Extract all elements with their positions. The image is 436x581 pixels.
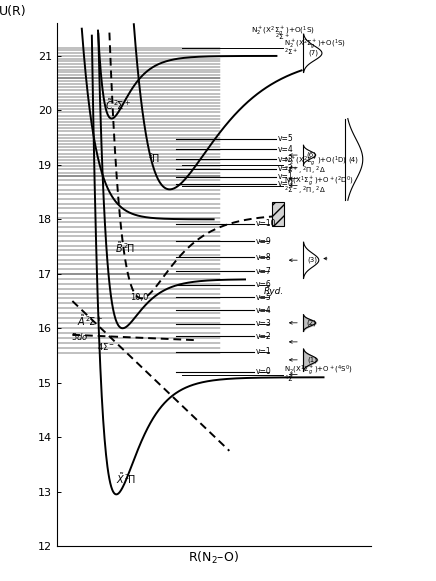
Text: v=1: v=1 xyxy=(278,173,293,181)
Text: v=5: v=5 xyxy=(256,293,272,302)
Text: v=8: v=8 xyxy=(256,253,272,262)
Text: $5d\sigma$: $5d\sigma$ xyxy=(71,331,89,342)
Text: $^2\!\Pi$: $^2\!\Pi$ xyxy=(148,152,159,165)
Text: $^2\Sigma^-$, $^2\Pi$, $^2\Delta$: $^2\Sigma^-$, $^2\Pi$, $^2\Delta$ xyxy=(284,185,326,197)
X-axis label: R(N$_2$–O): R(N$_2$–O) xyxy=(188,550,239,566)
Text: $^2\Sigma^+$: $^2\Sigma^+$ xyxy=(275,32,290,43)
Text: (7): (7) xyxy=(309,50,319,56)
Text: $\tilde{X}$$\,^2\!\Pi$: $\tilde{X}$$\,^2\!\Pi$ xyxy=(116,471,136,486)
Text: (4): (4) xyxy=(349,156,358,163)
Text: v=4: v=4 xyxy=(256,306,272,315)
Text: (6): (6) xyxy=(307,152,317,158)
Text: $4\Sigma^-$: $4\Sigma^-$ xyxy=(98,341,116,352)
Text: v=5: v=5 xyxy=(278,134,294,143)
Text: N$_2$(X$^1\Sigma_g^+$)+O$^+$($^4$S$^0$): N$_2$(X$^1\Sigma_g^+$)+O$^+$($^4$S$^0$) xyxy=(284,364,353,378)
Text: v=2: v=2 xyxy=(278,164,293,173)
Text: v=10: v=10 xyxy=(256,219,276,228)
Text: v=7: v=7 xyxy=(256,267,272,275)
Text: (2): (2) xyxy=(307,320,317,326)
Text: N$_2^+$(X$^2\Sigma_g^+$)+O($^1$S): N$_2^+$(X$^2\Sigma_g^+$)+O($^1$S) xyxy=(251,24,315,38)
Text: (1): (1) xyxy=(307,357,317,363)
Text: $\tilde{A}$$\,^2\!\Sigma^+$: $\tilde{A}$$\,^2\!\Sigma^+$ xyxy=(77,313,103,328)
Text: v=0: v=0 xyxy=(256,367,272,376)
Text: v=2: v=2 xyxy=(256,332,272,341)
Text: v=6: v=6 xyxy=(256,280,272,289)
Text: N$_2^+$(X$^2\Sigma_g^+$)+O($^1$S): N$_2^+$(X$^2\Sigma_g^+$)+O($^1$S) xyxy=(284,37,346,52)
Text: v=1: v=1 xyxy=(256,347,272,356)
Bar xyxy=(272,202,284,226)
Text: v=0: v=0 xyxy=(278,180,294,188)
Text: N$_2^+$(X$^2\Sigma_g^+$)+O($^1$D): N$_2^+$(X$^2\Sigma_g^+$)+O($^1$D) xyxy=(284,154,347,168)
Text: v=9: v=9 xyxy=(256,236,272,246)
Text: v=3: v=3 xyxy=(278,155,294,164)
Text: v=4: v=4 xyxy=(278,145,294,153)
Y-axis label: U(R): U(R) xyxy=(0,5,27,18)
Text: $^2\Sigma^+$: $^2\Sigma^+$ xyxy=(284,47,299,59)
Text: $\tilde{B}$$\,^2\!\Pi$: $\tilde{B}$$\,^2\!\Pi$ xyxy=(115,240,135,255)
Text: $\tilde{C}$$\,^2\!\Sigma^+$: $\tilde{C}$$\,^2\!\Sigma^+$ xyxy=(106,98,131,112)
Text: N$_2$(X$^1\Sigma_g^+$)+O$^+$($^2$D$^0$): N$_2$(X$^1\Sigma_g^+$)+O$^+$($^2$D$^0$) xyxy=(284,175,354,189)
Text: $^2\Sigma^+$, $^2\Pi$, $^2\Delta$: $^2\Sigma^+$, $^2\Pi$, $^2\Delta$ xyxy=(284,164,326,177)
Text: v=3: v=3 xyxy=(256,320,272,328)
Text: $^4\Sigma^-$: $^4\Sigma^-$ xyxy=(284,374,299,385)
Text: 10,0: 10,0 xyxy=(130,293,149,302)
Text: (3): (3) xyxy=(308,257,318,263)
Text: Ryd.: Ryd. xyxy=(264,287,284,296)
